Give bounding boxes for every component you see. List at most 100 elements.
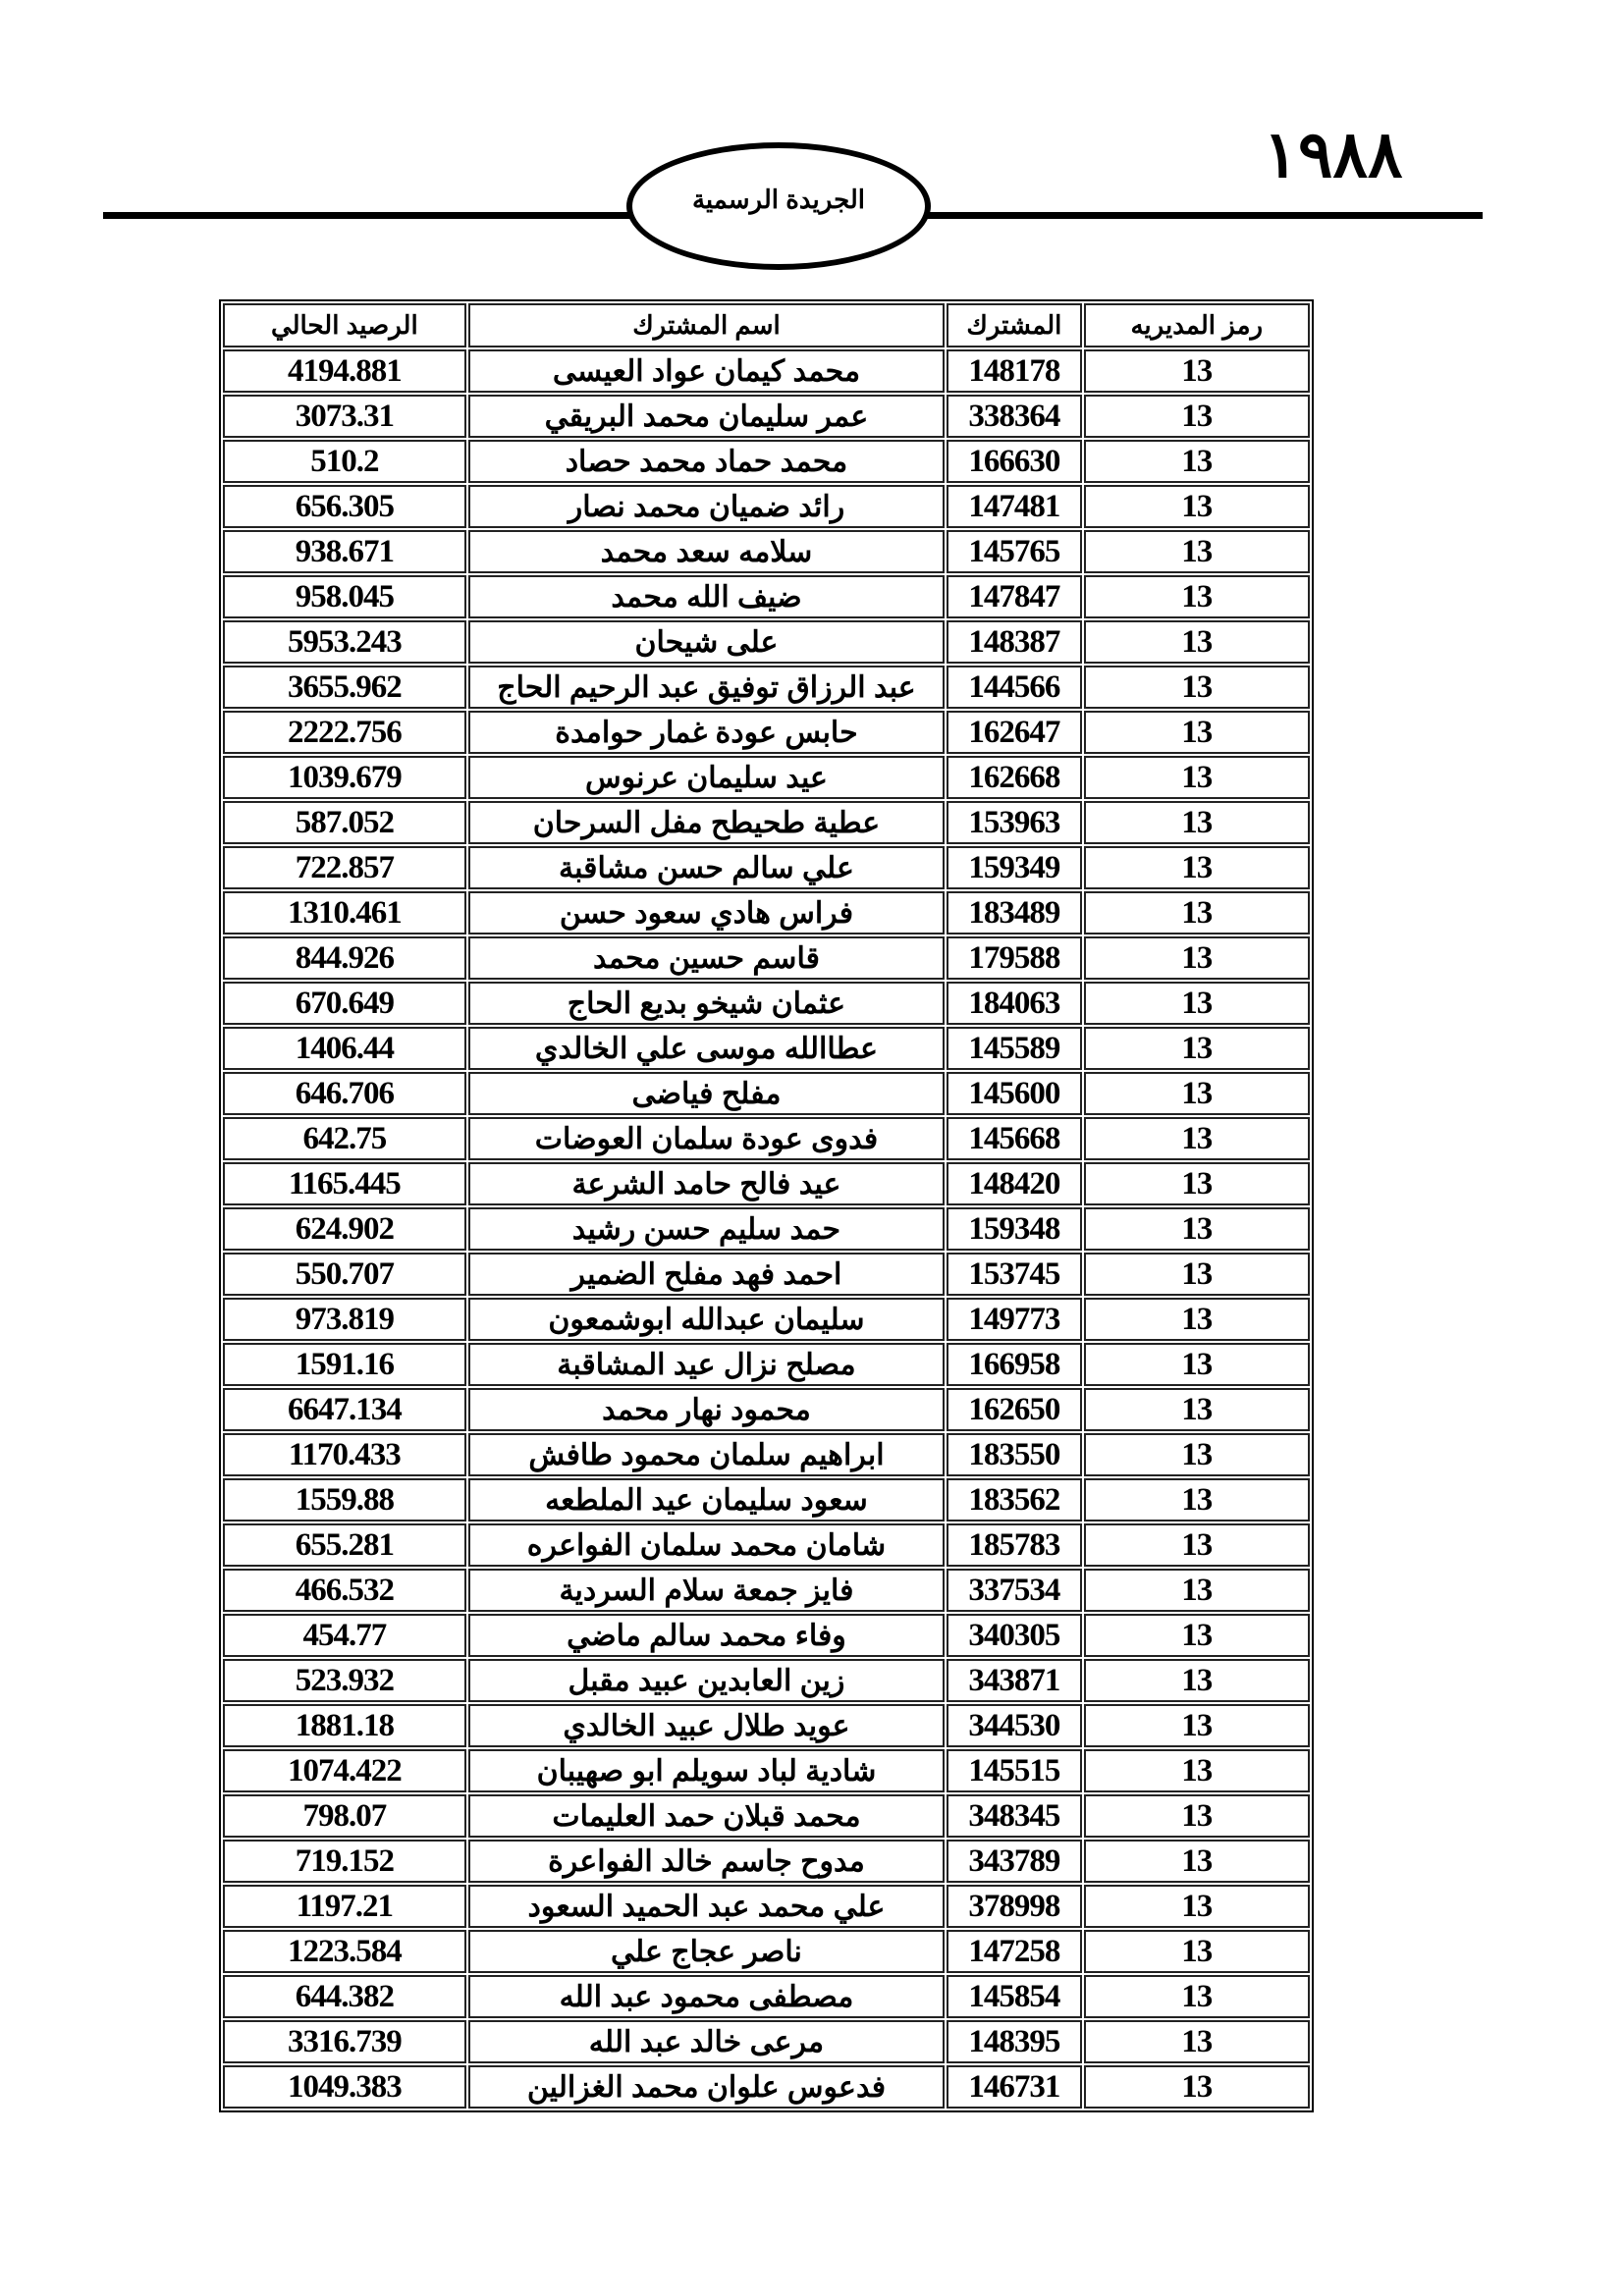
subscriber-id-cell: 337534: [947, 1569, 1082, 1612]
current-balance-cell: 844.926: [223, 936, 466, 980]
current-balance-cell: 523.932: [223, 1659, 466, 1702]
subscriber-balance-table: رمز المديريه المشترك اسم المشترك الرصيد …: [219, 299, 1314, 2112]
directorate-code-cell: 13: [1083, 982, 1310, 1025]
subscriber-name-cell: على شيحان: [467, 620, 946, 664]
subscriber-name-cell: عطاالله موسى علي الخالدي: [467, 1027, 946, 1070]
directorate-code-cell: 13: [1083, 1569, 1310, 1612]
directorate-code-cell: 13: [1083, 711, 1310, 754]
table-row: 13 148395 مرعى خالد عبد الله 3316.739: [223, 2020, 1310, 2063]
directorate-code-cell: 13: [1083, 2065, 1310, 2109]
directorate-code-cell: 13: [1083, 1614, 1310, 1657]
current-balance-cell: 466.532: [223, 1569, 466, 1612]
subscriber-id-cell: 144566: [947, 666, 1082, 709]
current-balance-cell: 4194.881: [223, 349, 466, 393]
current-balance-cell: 2222.756: [223, 711, 466, 754]
directorate-code-cell: 13: [1083, 1840, 1310, 1883]
subscriber-name-cell: قاسم حسين محمد: [467, 936, 946, 980]
subscriber-name-cell: مرعى خالد عبد الله: [467, 2020, 946, 2063]
directorate-code-cell: 13: [1083, 891, 1310, 934]
directorate-code-cell: 13: [1083, 1659, 1310, 1702]
subscriber-name-cell: فدوى عودة سلمان العوضات: [467, 1117, 946, 1160]
subscriber-name-cell: عيد فالح حامد الشرعة: [467, 1162, 946, 1205]
subscriber-id-cell: 147847: [947, 575, 1082, 618]
subscriber-id-cell: 338364: [947, 395, 1082, 438]
subscriber-name-cell: عبد الرزاق توفيق عبد الرحيم الحاج: [467, 666, 946, 709]
subscriber-id-cell: 153745: [947, 1253, 1082, 1296]
directorate-code-cell: 13: [1083, 936, 1310, 980]
subscriber-name-cell: حابس عودة غمار حوامدة: [467, 711, 946, 754]
subscriber-name-cell: شادية لباد سويلم ابو صهيبان: [467, 1749, 946, 1792]
table-row: 13 145600 مفلح فياضى 646.706: [223, 1072, 1310, 1115]
current-balance-cell: 1049.383: [223, 2065, 466, 2109]
current-balance-cell: 6647.134: [223, 1388, 466, 1431]
column-header-directorate-code: رمز المديريه: [1083, 303, 1310, 347]
subscriber-id-cell: 166630: [947, 440, 1082, 483]
current-balance-cell: 624.902: [223, 1207, 466, 1251]
table-row: 13 144566 عبد الرزاق توفيق عبد الرحيم الحا…: [223, 666, 1310, 709]
column-header-current-balance: الرصيد الحالي: [223, 303, 466, 347]
directorate-code-cell: 13: [1083, 530, 1310, 573]
subscriber-name-cell: وفاء محمد سالم ماضي: [467, 1614, 946, 1657]
subscriber-id-cell: 145515: [947, 1749, 1082, 1792]
subscriber-name-cell: محمد قبلان حمد العليمات: [467, 1794, 946, 1838]
directorate-code-cell: 13: [1083, 756, 1310, 799]
directorate-code-cell: 13: [1083, 801, 1310, 844]
page-number: ١٩٨٨: [1263, 116, 1405, 192]
table-row: 13 338364 عمر سليمان محمد البريقي 3073.31: [223, 395, 1310, 438]
current-balance-cell: 1223.584: [223, 1930, 466, 1973]
current-balance-cell: 798.07: [223, 1794, 466, 1838]
directorate-code-cell: 13: [1083, 1478, 1310, 1522]
current-balance-cell: 454.77: [223, 1614, 466, 1657]
subscriber-name-cell: محمد كيمان عواد العيسى: [467, 349, 946, 393]
subscriber-name-cell: عيد سليمان عرنوس: [467, 756, 946, 799]
subscriber-id-cell: 184063: [947, 982, 1082, 1025]
table-row: 13 145854 مصطفى محمود عبد الله 644.382: [223, 1975, 1310, 2018]
current-balance-cell: 1039.679: [223, 756, 466, 799]
table-row: 13 166958 مصلح نزال عيد المشاقبة 1591.16: [223, 1343, 1310, 1386]
table-row: 13 166630 محمد حماد محمد حصاد 510.2: [223, 440, 1310, 483]
current-balance-cell: 1310.461: [223, 891, 466, 934]
current-balance-cell: 1406.44: [223, 1027, 466, 1070]
table-row: 13 147258 ناصر عجاج علي 1223.584: [223, 1930, 1310, 1973]
current-balance-cell: 719.152: [223, 1840, 466, 1883]
current-balance-cell: 644.382: [223, 1975, 466, 2018]
directorate-code-cell: 13: [1083, 575, 1310, 618]
current-balance-cell: 722.857: [223, 846, 466, 889]
subscriber-name-cell: سليمان عبدالله ابوشمعون: [467, 1298, 946, 1341]
current-balance-cell: 656.305: [223, 485, 466, 528]
subscriber-name-cell: علي سالم حسن مشاقبة: [467, 846, 946, 889]
directorate-code-cell: 13: [1083, 846, 1310, 889]
table-row: 13 185783 شامان محمد سلمان الفواعره 655.281: [223, 1523, 1310, 1567]
subscriber-id-cell: 145589: [947, 1027, 1082, 1070]
table-row: 13 340305 وفاء محمد سالم ماضي 454.77: [223, 1614, 1310, 1657]
current-balance-cell: 655.281: [223, 1523, 466, 1567]
current-balance-cell: 1074.422: [223, 1749, 466, 1792]
subscriber-id-cell: 343871: [947, 1659, 1082, 1702]
directorate-code-cell: 13: [1083, 1117, 1310, 1160]
table-row: 13 149773 سليمان عبدالله ابوشمعون 973.819: [223, 1298, 1310, 1341]
directorate-code-cell: 13: [1083, 1207, 1310, 1251]
subscriber-id-cell: 153963: [947, 801, 1082, 844]
table-row: 13 337534 فايز جمعة سلام السردية 466.532: [223, 1569, 1310, 1612]
current-balance-cell: 3655.962: [223, 666, 466, 709]
subscriber-id-cell: 378998: [947, 1885, 1082, 1928]
current-balance-cell: 938.671: [223, 530, 466, 573]
subscriber-name-cell: علي محمد عبد الحميد السعود: [467, 1885, 946, 1928]
subscriber-name-cell: مصطفى محمود عبد الله: [467, 1975, 946, 2018]
subscriber-id-cell: 348345: [947, 1794, 1082, 1838]
current-balance-cell: 3316.739: [223, 2020, 466, 2063]
table-row: 13 146731 فدعوس علوان محمد الغزالين 1049.38…: [223, 2065, 1310, 2109]
directorate-code-cell: 13: [1083, 440, 1310, 483]
subscriber-name-cell: رائد ضميان محمد نصار: [467, 485, 946, 528]
current-balance-cell: 1197.21: [223, 1885, 466, 1928]
table-row: 13 153963 عطية طحيطح مفل السرحان 587.052: [223, 801, 1310, 844]
current-balance-cell: 1559.88: [223, 1478, 466, 1522]
directorate-code-cell: 13: [1083, 349, 1310, 393]
subscriber-name-cell: ابراهيم سلمان محمود طافش: [467, 1433, 946, 1476]
table-row: 13 348345 محمد قبلان حمد العليمات 798.07: [223, 1794, 1310, 1838]
directorate-code-cell: 13: [1083, 1162, 1310, 1205]
subscriber-id-cell: 148395: [947, 2020, 1082, 2063]
subscriber-name-cell: ضيف الله محمد: [467, 575, 946, 618]
table-row: 13 147847 ضيف الله محمد 958.045: [223, 575, 1310, 618]
subscriber-name-cell: احمد فهد مفلح الضمير: [467, 1253, 946, 1296]
